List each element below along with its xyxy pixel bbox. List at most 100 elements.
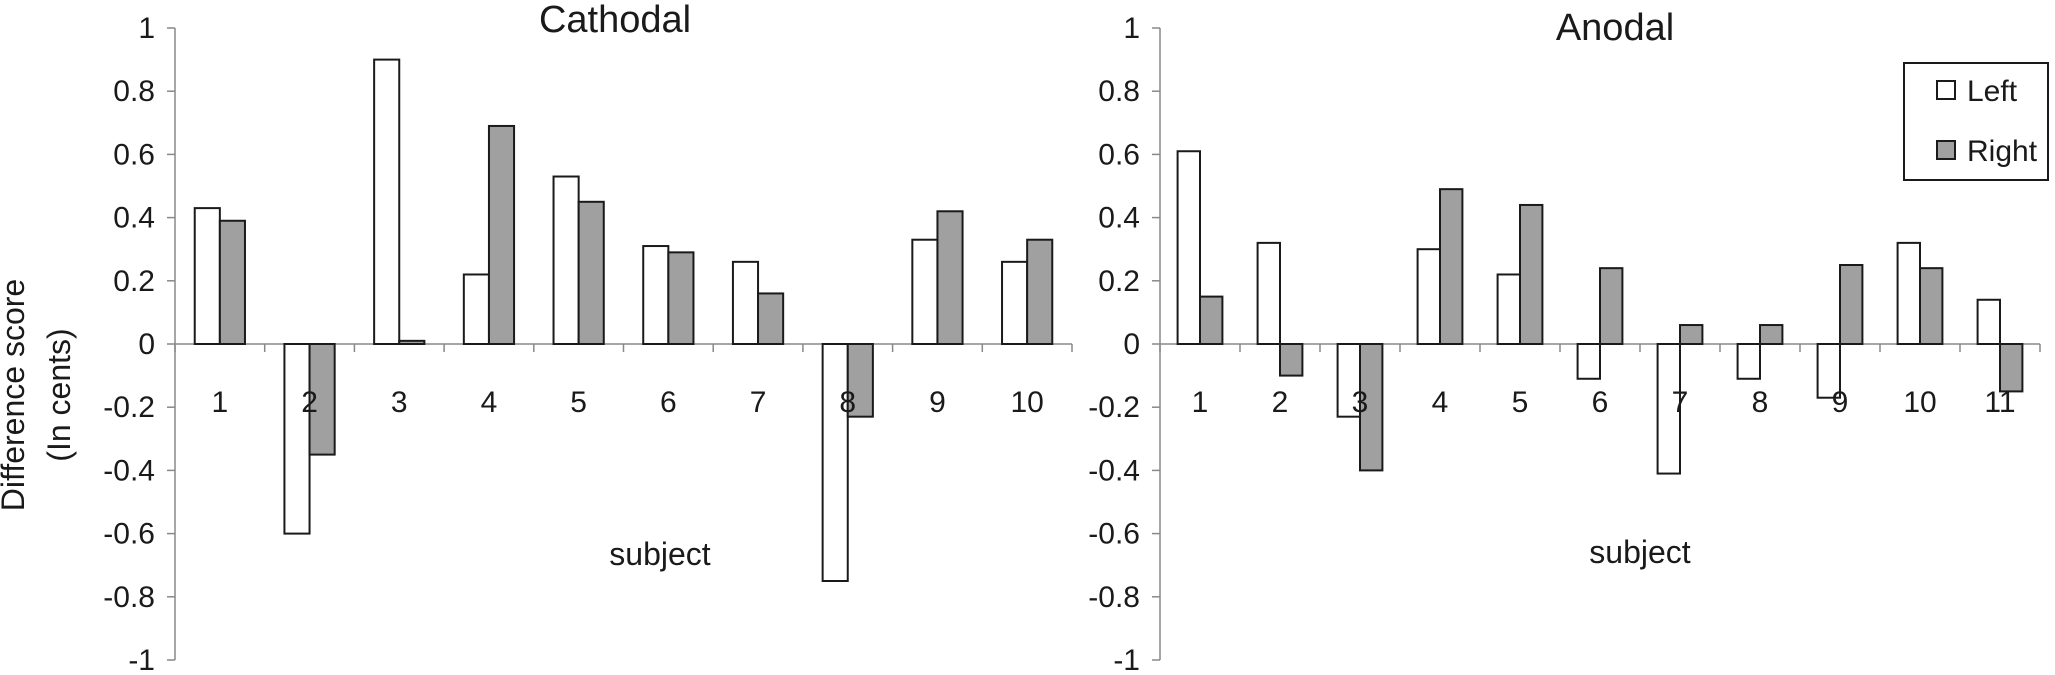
y-tick-label: -0.6: [1088, 518, 1140, 551]
bar-right-subject-7: [1679, 324, 1704, 346]
x-category-label: 2: [301, 386, 318, 419]
bar-right-subject-11: [1999, 343, 2024, 393]
y-axis-title: Difference score (In cents): [0, 279, 77, 511]
y-tick-label: 0: [138, 328, 155, 361]
x-axis-title: subject: [609, 536, 711, 572]
bar-left-subject-9: [911, 238, 939, 345]
y-tick-label: 0.4: [113, 202, 155, 235]
bar-right-subject-8: [1759, 324, 1784, 346]
anodal-panel: Anodal 1 0.8 0.6 0.4 0.2 0 -0.2 -0.4 -0.6 -0.8 -1 1 2…: [1088, 7, 2041, 675]
bar-right-subject-9: [936, 210, 964, 345]
x-category-label: 9: [1832, 386, 1849, 419]
bar-right-subject-2: [308, 343, 336, 456]
y-tick-label: 0.2: [1098, 265, 1140, 298]
bar-left-subject-7: [1656, 343, 1681, 475]
x-category-label: 8: [839, 386, 856, 419]
y-tick-label: -0.8: [1088, 581, 1140, 614]
y-tick-label: 0.8: [1098, 75, 1140, 108]
bar-left-subject-10: [1001, 260, 1029, 345]
bar-right-subject-9: [1839, 264, 1864, 345]
bar-left-subject-8: [821, 343, 849, 582]
legend-swatch-right: [1936, 140, 1956, 160]
bar-right-subject-3: [1359, 343, 1384, 472]
x-category-label: 11: [1984, 386, 2015, 419]
bar-right-subject-2: [1279, 343, 1304, 377]
bar-left-subject-1: [193, 207, 221, 345]
x-axis-title: subject: [1589, 534, 1691, 570]
bar-right-subject-4: [1439, 188, 1464, 345]
legend-label-right: Right: [1967, 135, 2038, 168]
bar-right-subject-5: [577, 200, 605, 345]
x-category-label: 4: [1432, 386, 1449, 419]
chart-title: Anodal: [1556, 7, 1674, 49]
x-category-label: 1: [1192, 386, 1209, 419]
y-tick-label: -0.2: [103, 391, 155, 424]
y-tick-label: 1: [1123, 12, 1140, 45]
x-category-label: 2: [1272, 386, 1289, 419]
bar-left-subject-9: [1816, 343, 1841, 399]
y-axis-title-line2: (In cents): [41, 328, 77, 461]
bar-left-subject-6: [642, 245, 670, 345]
bar-left-subject-1: [1176, 150, 1201, 345]
x-category-label: 6: [660, 386, 677, 419]
y-tick-label: -0.8: [103, 581, 155, 614]
y-tick-label: 0.6: [113, 138, 155, 171]
bar-left-subject-2: [1256, 241, 1281, 346]
x-category-label: 1: [212, 386, 229, 419]
y-tick-label: 0: [1123, 328, 1140, 361]
x-category-label: 5: [1512, 386, 1529, 419]
y-tick-label: -0.4: [1088, 454, 1140, 487]
y-tick-label: 0.6: [1098, 138, 1140, 171]
bar-right-subject-6: [1599, 267, 1624, 345]
y-tick-label: -0.6: [103, 518, 155, 551]
x-category-label: 7: [750, 386, 767, 419]
bar-right-subject-7: [757, 292, 785, 346]
bar-right-subject-1: [218, 219, 246, 345]
x-category-label: 3: [391, 386, 408, 419]
y-tick-label: -0.2: [1088, 391, 1140, 424]
bar-left-subject-3: [373, 58, 401, 345]
legend-label-left: Left: [1967, 75, 2018, 108]
bar-right-subject-10: [1026, 238, 1054, 345]
bar-left-subject-5: [552, 175, 580, 345]
bar-left-subject-2: [283, 343, 311, 535]
x-category-label: 5: [570, 386, 587, 419]
x-category-label: 10: [1903, 386, 1936, 419]
legend-swatch-left: [1936, 80, 1956, 100]
bar-left-subject-11: [1976, 298, 2001, 346]
x-category-label: 10: [1010, 386, 1043, 419]
legend: Left Right: [1903, 62, 2049, 181]
x-category-label: 3: [1352, 386, 1369, 419]
bar-right-subject-3: [398, 339, 426, 345]
y-tick-label: -0.4: [103, 454, 155, 487]
bar-left-subject-10: [1896, 241, 1921, 346]
legend-frame: [1903, 62, 2049, 181]
bar-left-subject-4: [462, 273, 490, 346]
y-tick-label: 0.4: [1098, 202, 1140, 235]
bar-right-subject-1: [1199, 295, 1224, 346]
y-tick-label: -1: [128, 644, 155, 675]
bar-right-subject-8: [846, 343, 874, 418]
x-category-label: 4: [481, 386, 498, 419]
x-category-label: 8: [1752, 386, 1769, 419]
y-tick-label: 1: [138, 12, 155, 45]
chart-title: Cathodal: [539, 0, 691, 41]
bar-right-subject-4: [487, 124, 516, 345]
x-category-label: 6: [1592, 386, 1609, 419]
x-category-label: 9: [929, 386, 946, 419]
bar-right-subject-6: [667, 251, 695, 345]
bar-left-subject-6: [1576, 343, 1601, 380]
cathodal-panel: Cathodal 1 0.8 0.6 0.4 0.2 0 -0.2 -0.4 -0.6 -0.8 -1…: [103, 0, 1073, 675]
bar-right-subject-5: [1519, 203, 1544, 345]
x-category-label: 7: [1672, 386, 1689, 419]
y-tick-label: 0.2: [113, 265, 155, 298]
y-tick-label: 0.8: [113, 75, 155, 108]
bar-left-subject-7: [731, 260, 760, 345]
bar-left-subject-4: [1416, 248, 1441, 345]
bar-right-subject-10: [1919, 267, 1944, 345]
bar-left-subject-5: [1496, 273, 1521, 346]
y-tick-label: -1: [1113, 644, 1140, 675]
bar-left-subject-8: [1736, 343, 1761, 380]
y-axis-title-line1: Difference score: [0, 279, 31, 511]
